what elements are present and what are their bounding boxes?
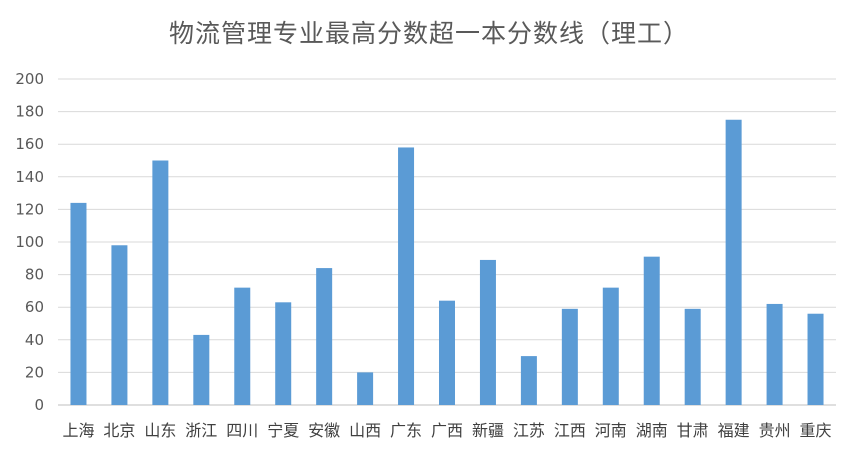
- x-category-label: 安徽: [308, 421, 340, 440]
- x-category-label: 北京: [103, 421, 135, 440]
- y-tick-label: 40: [25, 331, 44, 349]
- x-category-label: 河南: [595, 421, 627, 440]
- x-category-label: 福建: [718, 421, 750, 440]
- bar-15: [643, 256, 660, 405]
- x-category-label: 甘肃: [677, 421, 709, 440]
- x-category-label: 重庆: [800, 421, 832, 440]
- bar-13: [561, 308, 578, 405]
- bar-8: [357, 372, 374, 405]
- x-axis-labels: 上海 北京 山东 浙江 四川 宁夏 安徽 山西 广东 广西 新疆 江苏 江西 河南 湖南 甘肃 福建 贵州 重庆: [62, 421, 831, 440]
- bar-17: [725, 119, 742, 405]
- bar-14: [602, 287, 619, 405]
- x-category-label: 湖南: [636, 421, 668, 440]
- x-category-label: 贵州: [759, 421, 791, 440]
- x-category-label: 广西: [431, 421, 463, 440]
- y-tick-label: 20: [25, 363, 44, 381]
- x-category-label: 浙江: [185, 421, 217, 440]
- bar-9: [398, 147, 415, 405]
- x-category-label: 广东: [390, 421, 422, 440]
- y-tick-label: 140: [15, 168, 44, 186]
- y-tick-label: 120: [15, 200, 44, 218]
- x-category-label: 宁夏: [267, 421, 299, 440]
- bar-1: [70, 202, 87, 405]
- x-category-label: 新疆: [472, 421, 504, 440]
- bar-6: [275, 302, 292, 405]
- x-category-label: 山东: [144, 421, 176, 440]
- bar-12: [520, 356, 537, 405]
- bar-19: [807, 313, 824, 405]
- x-category-label: 江苏: [513, 421, 545, 440]
- y-tick-label: 160: [15, 135, 44, 153]
- bar-7: [316, 268, 333, 405]
- x-category-label: 四川: [226, 421, 258, 440]
- bars: [70, 119, 824, 405]
- bar-5: [234, 287, 251, 405]
- bar-11: [479, 259, 496, 405]
- y-tick-label: 180: [15, 103, 44, 121]
- bar-16: [684, 308, 701, 405]
- y-axis-ticks: 0 20 40 60 80 100 120 140 160 180 200: [15, 70, 44, 414]
- y-tick-label: 200: [15, 70, 44, 88]
- chart-title: 物流管理专业最高分数超一本分数线（理工）: [168, 19, 689, 48]
- y-tick-label: 100: [15, 233, 44, 251]
- bar-18: [766, 303, 783, 405]
- x-category-label: 江西: [554, 421, 586, 440]
- x-category-label: 上海: [62, 421, 94, 440]
- bar-2: [111, 245, 128, 405]
- bar-4: [193, 334, 210, 405]
- bar-3: [152, 160, 169, 405]
- y-tick-label: 60: [25, 298, 44, 316]
- x-category-label: 山西: [349, 421, 381, 440]
- bar-10: [439, 300, 455, 405]
- y-tick-label: 80: [25, 266, 44, 284]
- y-tick-label: 0: [34, 396, 44, 414]
